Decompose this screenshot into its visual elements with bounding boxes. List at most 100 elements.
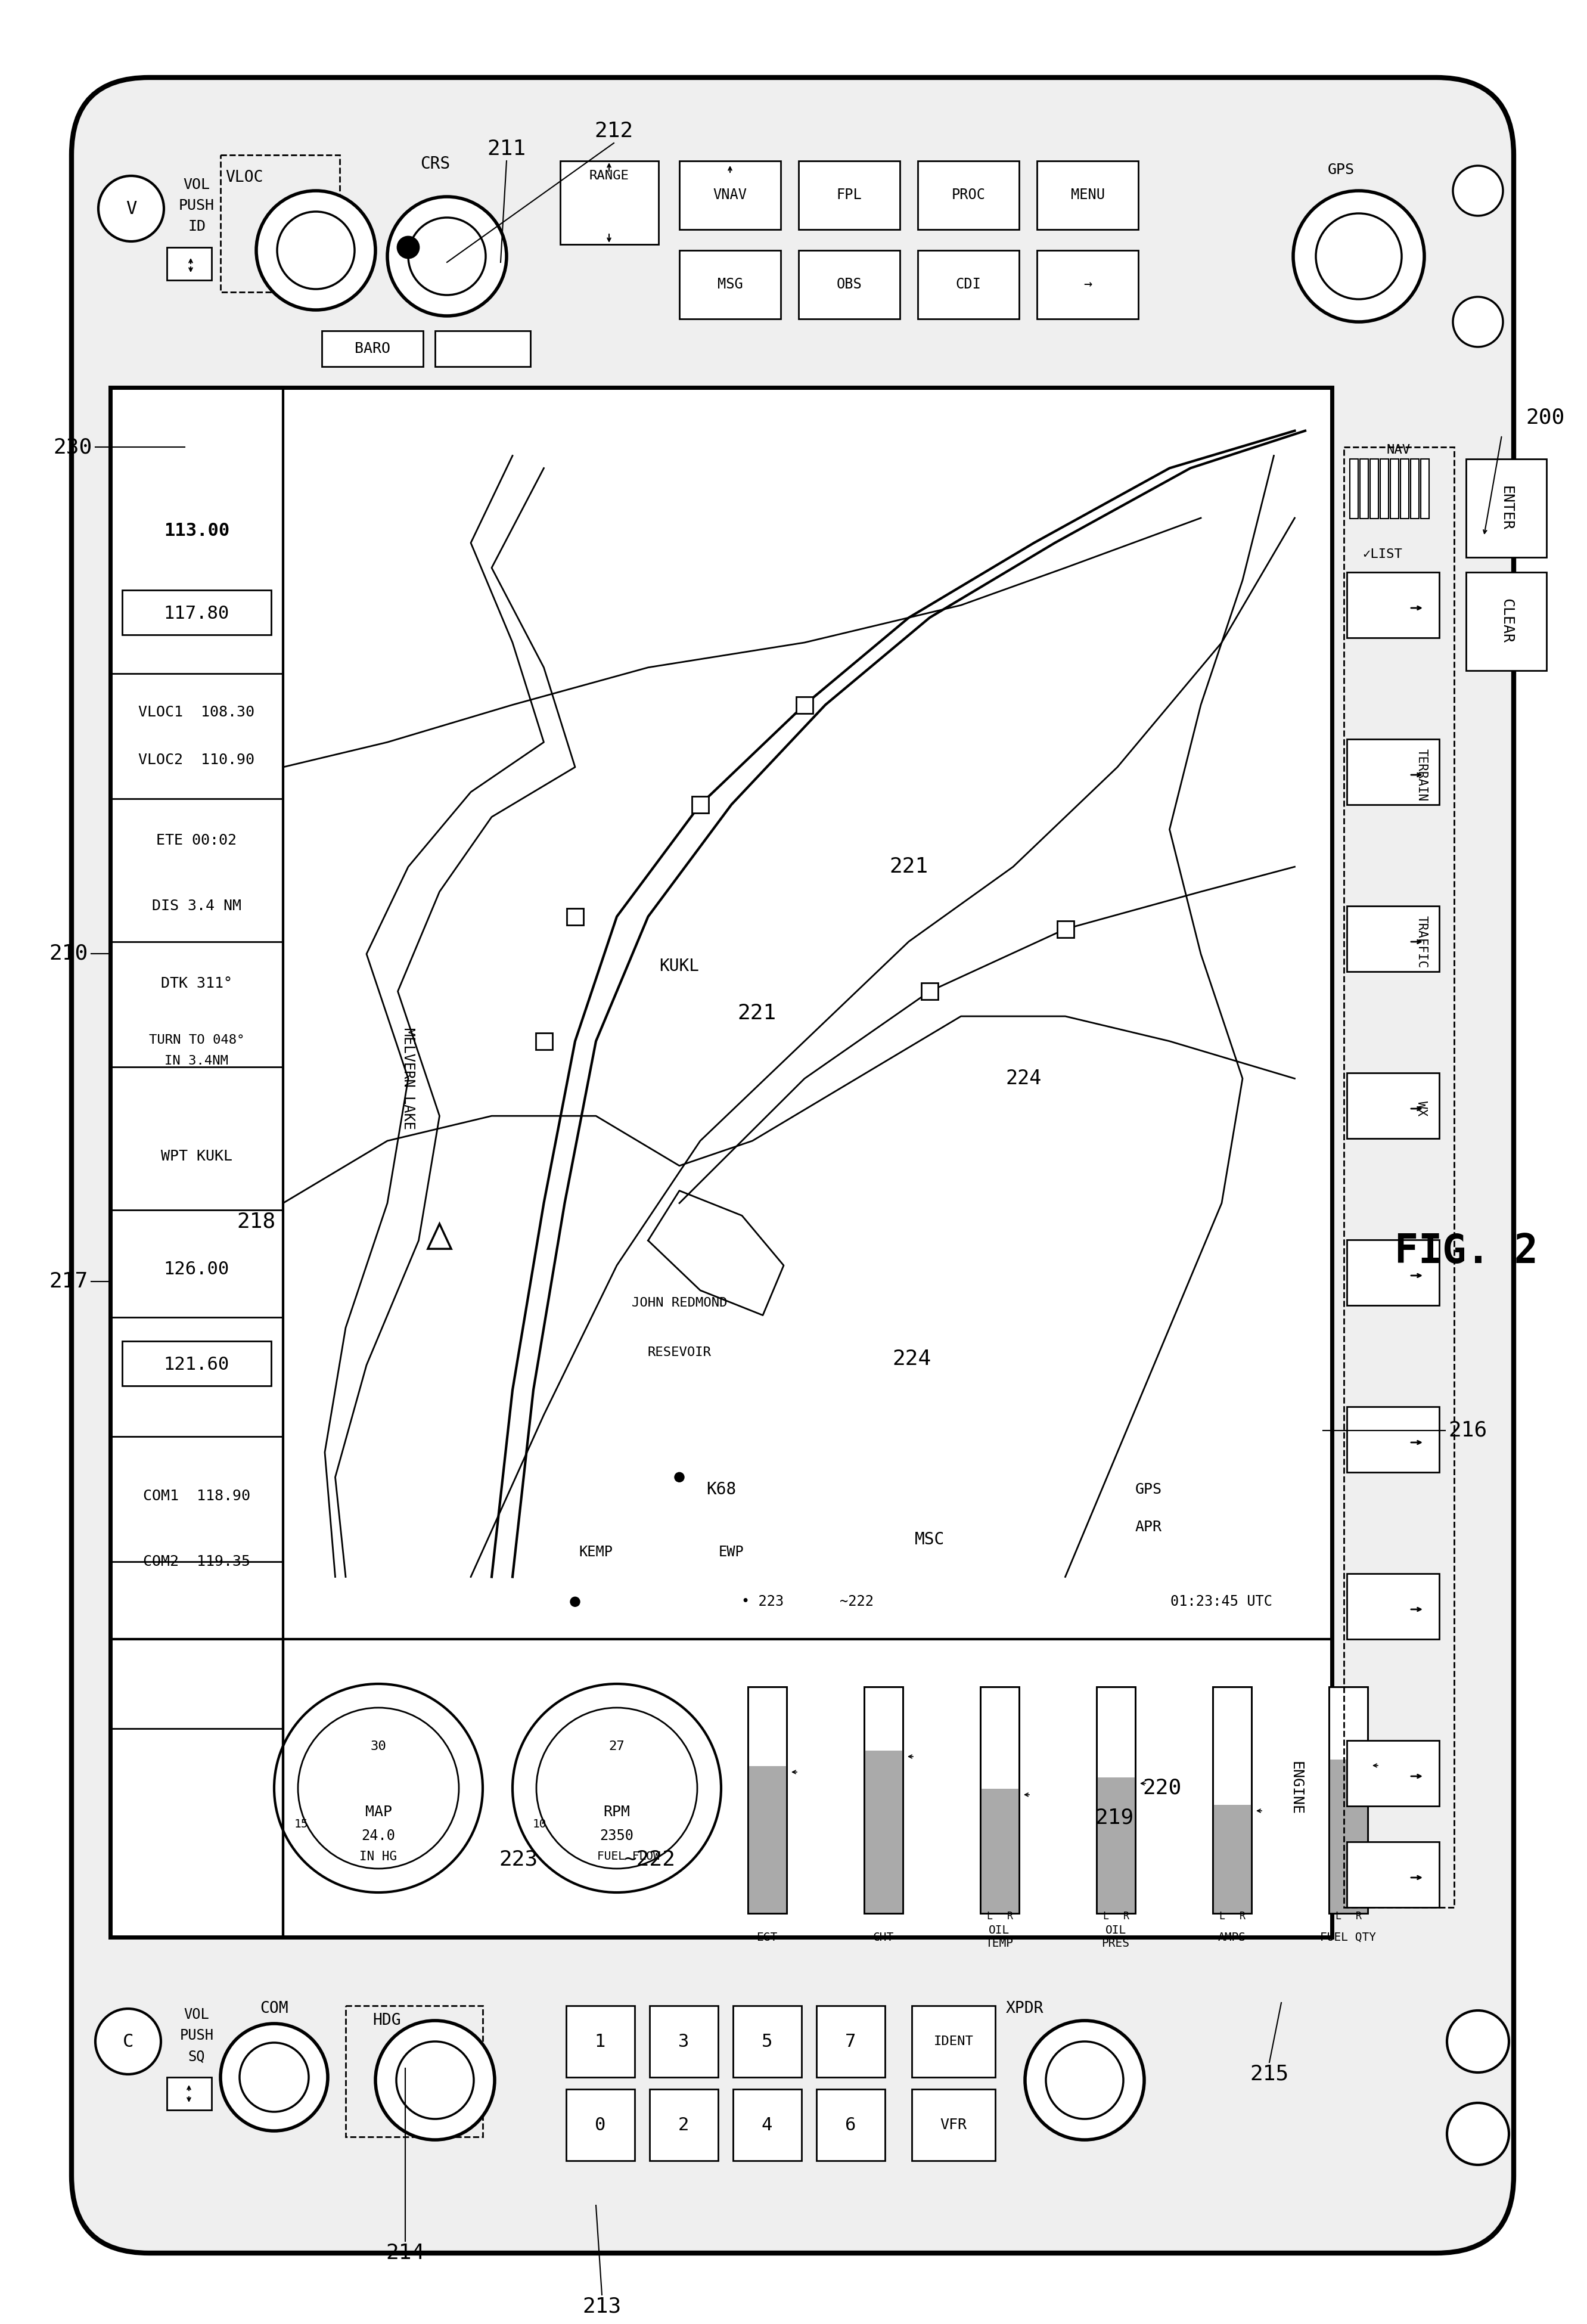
- Circle shape: [98, 177, 163, 242]
- Text: KEMP: KEMP: [579, 1545, 613, 1559]
- Text: L: L: [1103, 1910, 1108, 1922]
- Circle shape: [1447, 2010, 1509, 2073]
- Bar: [747, 1766, 787, 1913]
- Text: ✓LIST: ✓LIST: [1363, 548, 1403, 560]
- Text: 10: 10: [532, 1817, 546, 1829]
- Text: WPT KUKL: WPT KUKL: [160, 1148, 232, 1164]
- Text: 4: 4: [762, 2117, 773, 2133]
- Text: IN 3.4NM: IN 3.4NM: [165, 1055, 229, 1067]
- Text: HDG: HDG: [373, 2013, 402, 2029]
- Bar: [1381, 458, 1389, 518]
- Text: MSG: MSG: [717, 277, 743, 290]
- Text: 5: 5: [762, 2033, 773, 2050]
- Bar: [1347, 739, 1439, 804]
- Bar: [913, 2006, 995, 2078]
- Text: 117.80: 117.80: [163, 604, 230, 623]
- Bar: [1411, 458, 1419, 518]
- Bar: [346, 2006, 482, 2136]
- Text: 216: 216: [1449, 1420, 1487, 1441]
- Text: ENTER: ENTER: [1500, 486, 1514, 530]
- Text: TRAFFIC: TRAFFIC: [1416, 916, 1427, 969]
- Text: ENGINE: ENGINE: [1289, 1762, 1303, 1815]
- Text: 27: 27: [609, 1741, 625, 1752]
- Bar: [913, 2089, 995, 2161]
- Text: • 223: • 223: [741, 1594, 784, 1608]
- Circle shape: [674, 1473, 684, 1483]
- Text: R: R: [1124, 1910, 1130, 1922]
- Circle shape: [1454, 165, 1503, 216]
- Circle shape: [513, 1685, 720, 1892]
- Text: 215: 215: [1251, 2064, 1289, 2085]
- Bar: [1328, 1759, 1368, 1913]
- Circle shape: [1046, 2040, 1124, 2119]
- Text: 213: 213: [582, 2296, 622, 2317]
- Circle shape: [221, 2024, 329, 2131]
- Bar: [567, 2089, 635, 2161]
- Text: ID: ID: [187, 218, 206, 235]
- Text: 224: 224: [892, 1348, 932, 1369]
- Text: ETE 00:02: ETE 00:02: [157, 834, 236, 848]
- Circle shape: [1454, 297, 1503, 346]
- Text: →: →: [1084, 277, 1092, 290]
- Bar: [747, 1687, 787, 1913]
- Text: L: L: [986, 1910, 992, 1922]
- Bar: [1347, 572, 1439, 637]
- Circle shape: [387, 198, 506, 316]
- Bar: [1370, 458, 1379, 518]
- Bar: [797, 697, 813, 713]
- Circle shape: [536, 1708, 697, 1868]
- Text: PUSH: PUSH: [179, 198, 214, 214]
- Bar: [1390, 458, 1398, 518]
- Text: 217: 217: [49, 1271, 89, 1292]
- Text: 221: 221: [738, 1004, 776, 1023]
- Text: L: L: [1335, 1910, 1341, 1922]
- Text: CDI: CDI: [955, 277, 981, 290]
- Text: VLOC2  110.90: VLOC2 110.90: [138, 753, 256, 767]
- Bar: [679, 160, 781, 230]
- Text: PUSH: PUSH: [179, 2029, 214, 2043]
- Bar: [122, 590, 271, 634]
- Circle shape: [1025, 2020, 1144, 2140]
- Text: JOHN REDMOND: JOHN REDMOND: [632, 1297, 727, 1308]
- Bar: [567, 909, 584, 925]
- Bar: [1466, 458, 1546, 558]
- Bar: [1212, 1806, 1252, 1913]
- Text: 6: 6: [844, 2117, 855, 2133]
- Text: IDENT: IDENT: [933, 2036, 973, 2047]
- Text: RESEVOIR: RESEVOIR: [647, 1346, 711, 1360]
- Text: FPL: FPL: [836, 188, 862, 202]
- Bar: [816, 2006, 886, 2078]
- Text: 224: 224: [1006, 1069, 1041, 1088]
- Circle shape: [397, 2040, 475, 2119]
- Text: V: V: [125, 200, 136, 216]
- Text: PROC: PROC: [952, 188, 986, 202]
- Text: VOL: VOL: [184, 2008, 209, 2022]
- Bar: [1097, 1687, 1135, 1913]
- Circle shape: [1293, 191, 1424, 321]
- Bar: [1347, 1843, 1439, 1908]
- Bar: [1036, 251, 1138, 318]
- Text: R: R: [1355, 1910, 1362, 1922]
- Text: FUEL FLOW: FUEL FLOW: [597, 1850, 660, 1862]
- Bar: [560, 160, 659, 244]
- Text: L: L: [1219, 1910, 1225, 1922]
- Bar: [167, 246, 211, 281]
- Text: 2350: 2350: [600, 1829, 633, 1843]
- Bar: [110, 388, 1331, 1938]
- Text: FIG. 2: FIG. 2: [1395, 1232, 1538, 1271]
- Bar: [535, 1032, 552, 1050]
- Text: R: R: [1239, 1910, 1246, 1922]
- Text: 113.00: 113.00: [163, 523, 230, 539]
- Bar: [1036, 160, 1138, 230]
- Text: GPS: GPS: [1327, 163, 1354, 177]
- Text: CRS: CRS: [421, 156, 451, 172]
- Bar: [798, 160, 900, 230]
- Circle shape: [298, 1708, 459, 1868]
- Text: OIL
PRES: OIL PRES: [1101, 1924, 1130, 1950]
- Text: COM: COM: [260, 2001, 289, 2017]
- Text: 230: 230: [54, 437, 92, 458]
- Bar: [798, 251, 900, 318]
- Text: AMPS: AMPS: [1217, 1931, 1246, 1943]
- Bar: [1351, 458, 1358, 518]
- Text: OBS: OBS: [836, 277, 862, 290]
